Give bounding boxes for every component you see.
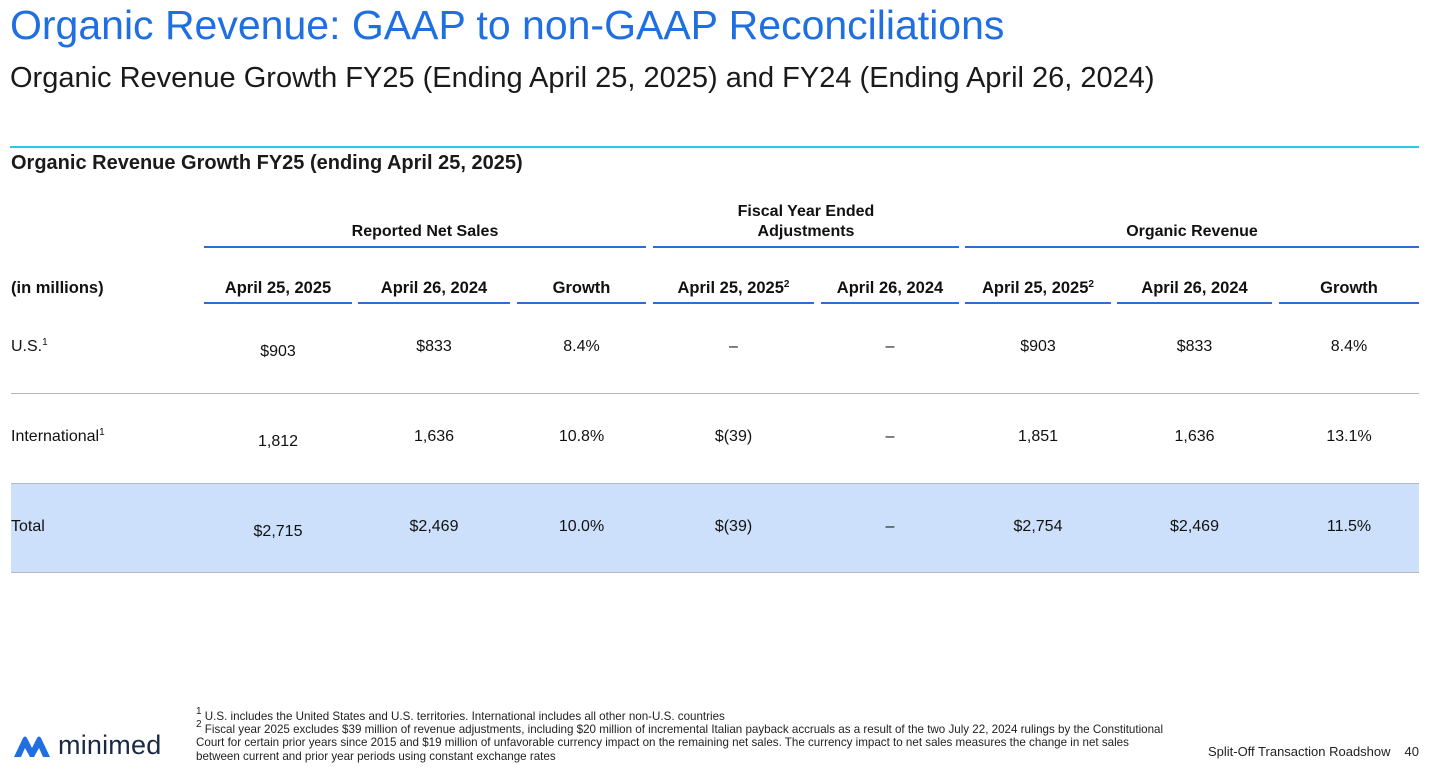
footnote-marker: 1 bbox=[42, 337, 48, 348]
footnote-marker: 2 bbox=[783, 279, 790, 290]
column-underline bbox=[517, 302, 646, 304]
column-header-adjustments-2025: April 25, 20252 bbox=[653, 279, 814, 298]
cell-organic-growth: 13.1% bbox=[1326, 428, 1372, 445]
cell-organic-2025: $2,754 bbox=[1013, 518, 1063, 535]
section-title: Organic Revenue Growth FY25 (ending Apri… bbox=[11, 152, 523, 174]
cell-reported-2024: 1,636 bbox=[413, 428, 455, 445]
column-underline bbox=[358, 302, 510, 304]
row-label-text: U.S. bbox=[11, 338, 43, 355]
cell-reported-2025: $903 bbox=[260, 343, 296, 360]
column-header-reported-2024: April 26, 2024 bbox=[380, 279, 488, 297]
group-underline-reported bbox=[204, 246, 646, 248]
cell-adjustments-2024: – bbox=[885, 518, 895, 535]
footnote-text: U.S. includes the United States and U.S.… bbox=[201, 710, 725, 723]
group-header-adjustments-line1: Fiscal Year Ended bbox=[737, 203, 875, 220]
column-header-organic-growth: Growth bbox=[1320, 279, 1378, 297]
cell-reported-2025: 1,812 bbox=[257, 433, 299, 450]
cell-adjustments-2025: $(39) bbox=[714, 428, 753, 445]
column-header-text: April 25, 2025 bbox=[982, 279, 1089, 297]
footnote-marker: 1 bbox=[99, 427, 105, 438]
cell-reported-2024: $2,469 bbox=[409, 518, 459, 535]
footnote-marker: 2 bbox=[1088, 279, 1094, 290]
presentation-name: Split-Off Transaction Roadshow bbox=[1207, 744, 1391, 759]
footnote-text: Fiscal year 2025 excludes $39 million of… bbox=[196, 723, 1164, 763]
cell-adjustments-2025: – bbox=[729, 338, 738, 355]
row-label: International1 bbox=[11, 428, 105, 446]
minimed-logo: minimed bbox=[12, 730, 161, 761]
cell-adjustments-2025: $(39) bbox=[714, 518, 753, 535]
cell-organic-growth: 8.4% bbox=[1330, 338, 1368, 355]
row-separator bbox=[11, 393, 1419, 394]
column-header-adjustments-2024: April 26, 2024 bbox=[836, 279, 944, 297]
column-header-reported-2025: April 25, 2025 bbox=[224, 279, 332, 297]
row-separator bbox=[11, 572, 1419, 573]
group-header-adjustments: Fiscal Year Ended Adjustments bbox=[653, 202, 959, 242]
group-header-adjustments-line2: Adjustments bbox=[757, 223, 855, 240]
column-header-organic-2025: April 25, 20252 bbox=[965, 279, 1111, 298]
footnote-marker: 2 bbox=[196, 719, 202, 731]
column-underline bbox=[821, 302, 959, 304]
footnote-1: 1 U.S. includes the United States and U.… bbox=[196, 707, 1171, 724]
cell-organic-2024: $2,469 bbox=[1170, 518, 1219, 535]
footnotes: 1 U.S. includes the United States and U.… bbox=[196, 707, 1171, 763]
cell-reported-2024: $833 bbox=[416, 338, 452, 355]
cell-organic-2024: 1,636 bbox=[1174, 428, 1215, 445]
group-header-organic: Organic Revenue bbox=[1126, 223, 1258, 240]
minimed-logo-icon bbox=[14, 736, 50, 757]
page-title: Organic Revenue: GAAP to non-GAAP Reconc… bbox=[10, 2, 1005, 48]
cell-organic-2025: $903 bbox=[1020, 338, 1056, 355]
group-header-reported: Reported Net Sales bbox=[351, 223, 499, 240]
column-underline bbox=[965, 302, 1111, 304]
group-underline-organic bbox=[965, 246, 1419, 248]
section-divider bbox=[10, 146, 1419, 148]
row-label: Total bbox=[11, 518, 45, 536]
cell-organic-growth: 11.5% bbox=[1326, 518, 1372, 535]
row-label-text: Total bbox=[11, 518, 45, 535]
group-underline-adjustments bbox=[653, 246, 959, 248]
column-underline bbox=[653, 302, 814, 304]
column-underline bbox=[1117, 302, 1272, 304]
column-underline bbox=[1279, 302, 1419, 304]
slide-footer: Split-Off Transaction Roadshow 40 bbox=[1208, 744, 1419, 759]
cell-reported-growth: 10.8% bbox=[558, 428, 605, 445]
footnote-2: 2 Fiscal year 2025 excludes $39 million … bbox=[196, 720, 1171, 763]
cell-organic-2024: $833 bbox=[1176, 338, 1213, 355]
column-header-text: April 25, 2025 bbox=[677, 279, 784, 297]
page-subtitle: Organic Revenue Growth FY25 (Ending Apri… bbox=[10, 62, 1155, 94]
cell-organic-2025: 1,851 bbox=[1017, 428, 1059, 445]
column-underline bbox=[204, 302, 352, 304]
row-label: U.S.1 bbox=[11, 338, 48, 356]
cell-adjustments-2024: – bbox=[885, 428, 895, 445]
column-header-organic-2024: April 26, 2024 bbox=[1141, 279, 1248, 297]
footnote-marker: 1 bbox=[196, 706, 202, 717]
column-header-unit: (in millions) bbox=[11, 279, 104, 297]
page-number: 40 bbox=[1404, 744, 1419, 759]
cell-reported-growth: 10.0% bbox=[558, 518, 605, 535]
total-row-background bbox=[11, 484, 1419, 573]
column-header-reported-growth: Growth bbox=[552, 279, 611, 297]
row-separator bbox=[11, 483, 1419, 484]
cell-adjustments-2024: – bbox=[885, 338, 895, 355]
logo-text: minimed bbox=[58, 730, 162, 760]
cell-reported-growth: 8.4% bbox=[563, 338, 600, 355]
row-label-text: International bbox=[11, 428, 100, 445]
cell-reported-2025: $2,715 bbox=[253, 523, 303, 540]
